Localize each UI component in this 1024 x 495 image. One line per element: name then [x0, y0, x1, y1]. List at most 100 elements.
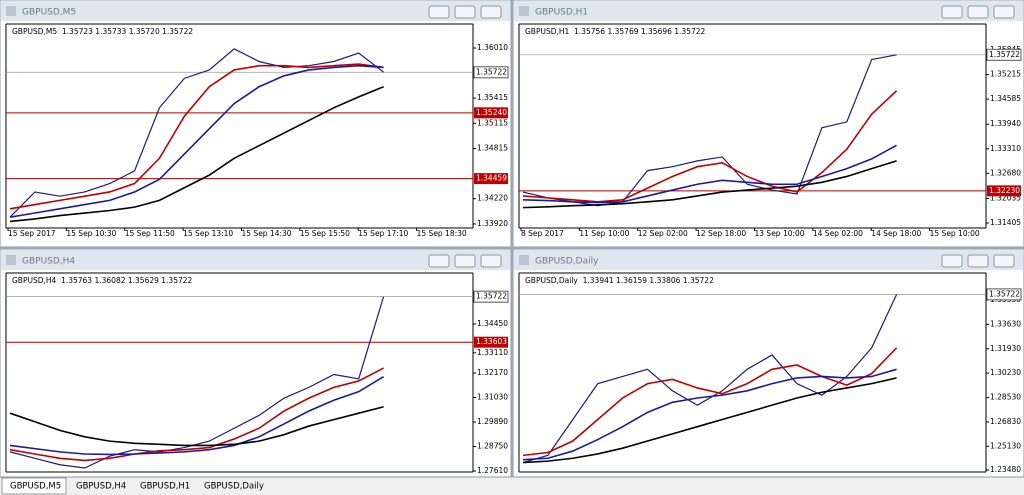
window-button[interactable] [941, 5, 963, 19]
x-tick-label: 15 Sep 14:30 [242, 229, 292, 238]
y-tick-label: 1.35215 [990, 70, 1021, 79]
window-icon [519, 255, 529, 265]
x-tick-label: 12 Sep 02:00 [638, 229, 688, 238]
tab[interactable]: GBPUSD,Daily [204, 482, 264, 492]
window-button[interactable] [454, 5, 476, 19]
chart-header: GBPUSD,H4 1.35763 1.36082 1.35629 1.3572… [12, 276, 193, 285]
x-tick-label: 11 Sep 10:00 [579, 229, 629, 238]
x-tick-label: 14 Sep 18:00 [871, 229, 921, 238]
moving-average [9, 367, 384, 462]
title-bar [1, 250, 510, 270]
window-icon [6, 6, 16, 16]
window-title: GBPUSD,H1 [535, 8, 588, 18]
tab[interactable]: GBPUSD,H4 [76, 482, 126, 492]
price-tag [986, 48, 1022, 61]
y-tick-label: 1.28530 [990, 393, 1021, 402]
moving-average [9, 63, 384, 210]
x-tick-label: 8 Sep 2017 [521, 229, 564, 238]
y-tick-label: 1.29890 [477, 417, 508, 426]
window-title: GBPUSD,Daily [535, 257, 599, 267]
y-tick-label: 1.34815 [477, 144, 508, 153]
window-button[interactable] [941, 254, 963, 268]
chart-header: GBPUSD,M5 1.35723 1.35733 1.35720 1.3572… [12, 27, 193, 36]
window-button[interactable] [967, 5, 989, 19]
price-tag [473, 290, 509, 303]
y-tick-label: 1.32680 [990, 168, 1021, 177]
price-tag-label: 1.35722 [476, 292, 507, 301]
moving-average [9, 86, 384, 223]
level-tag-label: 1.32230 [989, 186, 1020, 195]
title-bar [514, 1, 1023, 21]
level-tag [987, 185, 1021, 197]
y-tick-label: 1.27610 [477, 466, 508, 475]
y-tick-label: 1.23480 [990, 465, 1021, 474]
price-line-series [522, 54, 897, 207]
window-frame [0, 248, 512, 478]
tab[interactable]: GBPUSD,M5 [10, 482, 61, 492]
window-button[interactable] [454, 254, 476, 268]
y-tick-label: 1.36010 [477, 43, 508, 52]
y-tick-label: 1.33630 [990, 319, 1021, 328]
moving-average [9, 375, 385, 456]
y-tick-label: 1.34450 [477, 319, 508, 328]
level-tag [474, 336, 508, 348]
x-tick-label: 15 Sep 11:50 [125, 229, 175, 238]
y-tick-label: 1.34220 [477, 194, 508, 203]
y-tick-label: 1.26830 [990, 417, 1021, 426]
tab[interactable]: GBPUSD,H1 [140, 482, 190, 492]
x-tick-label: 15 Sep 10:00 [930, 229, 980, 238]
price-tag-label: 1.35722 [989, 50, 1020, 59]
window-button[interactable] [993, 5, 1015, 19]
price-line-series [9, 296, 385, 469]
moving-average [9, 405, 384, 447]
title-bar [514, 250, 1023, 270]
y-tick-label: 1.33310 [990, 144, 1021, 153]
y-tick-label: 1.33920 [477, 219, 508, 228]
price-line-series [522, 294, 898, 464]
moving-average [522, 377, 897, 464]
window-icon [6, 255, 16, 265]
x-tick-label: 15 Sep 2017 [8, 229, 56, 238]
y-tick-label: 1.35115 [477, 118, 508, 127]
level-tag-label: 1.35240 [476, 108, 507, 117]
y-tick-label: 1.32170 [477, 368, 508, 377]
tab-bar [0, 477, 1024, 495]
chart-header: GBPUSD,H1 1.35756 1.35769 1.35696 1.3572… [525, 27, 706, 36]
x-tick-label: 15 Sep 13:10 [183, 229, 233, 238]
title-bar [1, 1, 510, 21]
y-tick-label: 1.28750 [477, 441, 508, 450]
window-button[interactable] [428, 254, 450, 268]
tab-active[interactable] [1, 477, 67, 495]
price-tag-label: 1.35722 [989, 289, 1020, 298]
x-tick-label: 15 Sep 15:50 [300, 229, 350, 238]
window-button[interactable] [993, 254, 1015, 268]
y-tick-label: 1.31930 [990, 344, 1021, 353]
window-icon [519, 6, 529, 16]
y-tick-label: 1.34585 [990, 94, 1021, 103]
x-tick-label: 14 Sep 02:00 [813, 229, 863, 238]
level-tag [474, 107, 508, 119]
x-tick-label: 15 Sep 17:10 [358, 229, 408, 238]
level-tag [474, 173, 508, 185]
level-tag-label: 1.34459 [476, 174, 507, 183]
y-tick-label: 1.33110 [477, 348, 508, 357]
price-line-series [9, 48, 384, 218]
y-tick-label: 1.33940 [990, 119, 1021, 128]
window-title: GBPUSD,M5 [22, 8, 76, 18]
window-button[interactable] [967, 254, 989, 268]
window-button[interactable] [480, 5, 502, 19]
window-button[interactable] [480, 254, 502, 268]
moving-average [522, 368, 897, 461]
window-frame [512, 0, 1024, 248]
chart-header: GBPUSD,Daily 1.33941 1.36159 1.33806 1.3… [525, 276, 714, 285]
window-title: GBPUSD,H4 [22, 257, 75, 267]
level-tag-label: 1.33603 [476, 337, 507, 346]
moving-average [522, 347, 898, 457]
x-tick-label: 15 Sep 18:30 [417, 229, 467, 238]
x-tick-label: 15 Sep 10:30 [66, 229, 116, 238]
window-button[interactable] [428, 5, 450, 19]
price-tag [473, 66, 509, 79]
price-tag [986, 288, 1022, 301]
y-tick-label: 1.30230 [990, 368, 1021, 377]
